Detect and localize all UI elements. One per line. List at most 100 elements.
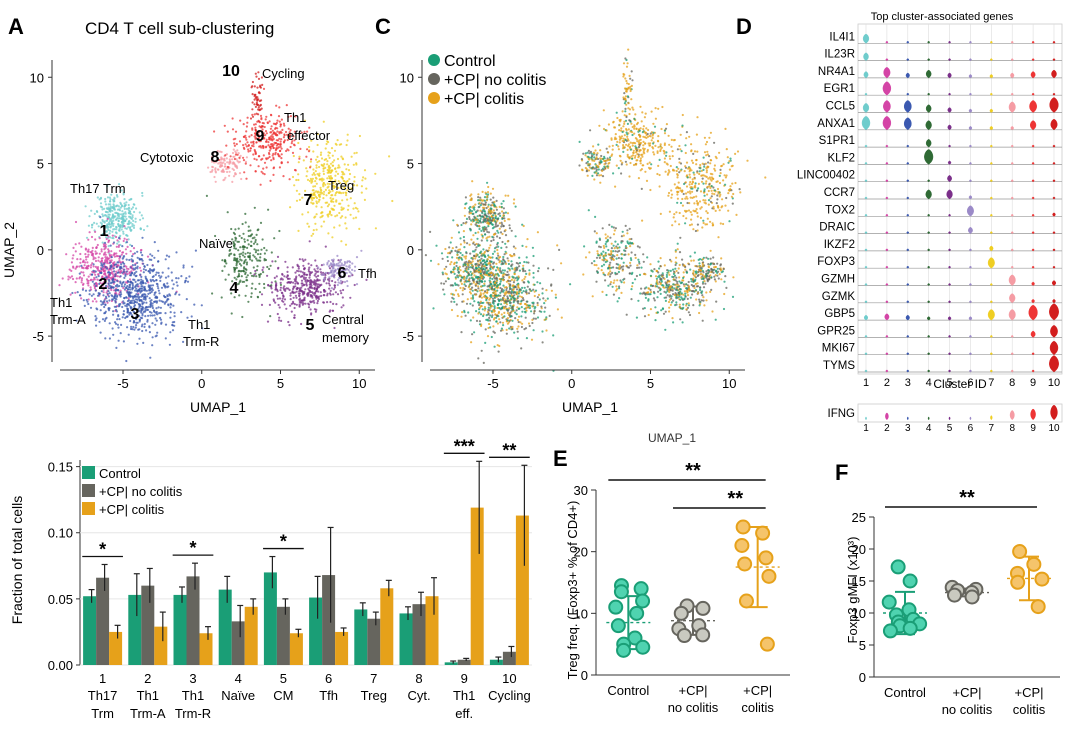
umap-cell-dot <box>145 279 149 282</box>
umap-cell-dot <box>478 289 481 292</box>
umap-cell-dot <box>339 282 342 285</box>
umap-cell-dot <box>233 142 236 145</box>
umap-cell-dot <box>263 252 266 255</box>
umap-cell-dot <box>463 255 466 258</box>
umap-cell-dot <box>320 215 323 218</box>
umap-cell-dot <box>506 319 509 322</box>
umap-cell-dot <box>86 267 89 270</box>
umap-cell-dot <box>495 246 498 249</box>
umap-cell-dot <box>469 302 472 305</box>
umap-cell-dot <box>317 200 320 203</box>
umap-cell-dot <box>456 274 459 277</box>
umap-cell-dot <box>593 260 596 263</box>
umap-cell-dot <box>259 114 263 117</box>
umap-cell-dot <box>118 257 121 260</box>
umap-cell-dot <box>506 309 509 312</box>
umap-cell-dot <box>508 319 511 322</box>
umap-cell-dot <box>675 269 678 273</box>
umap-cell-dot <box>588 251 591 254</box>
umap-cell-dot <box>322 273 325 276</box>
umap-cell-dot <box>456 268 459 271</box>
umap-cell-dot <box>217 162 220 165</box>
umap-cell-dot <box>184 279 187 282</box>
umap-cell-dot <box>279 145 282 148</box>
umap-cell-dot <box>262 134 265 137</box>
umap-cell-dot <box>259 221 263 224</box>
umap-cell-dot <box>110 288 113 292</box>
umap-cell-dot <box>230 312 233 315</box>
umap-cell-dot <box>214 161 217 164</box>
umap-cell-dot <box>139 249 142 252</box>
umap-cell-dot <box>254 269 257 273</box>
umap-cell-dot <box>112 313 115 316</box>
umap-cell-dot <box>329 162 333 165</box>
umap-cell-dot <box>531 301 534 304</box>
umap-cell-dot <box>92 263 95 266</box>
umap-cell-dot <box>240 252 243 255</box>
umap-cell-dot <box>489 263 492 267</box>
umap-cell-dot <box>560 316 563 319</box>
umap-cell-dot <box>508 224 511 227</box>
umap-cell-dot <box>518 307 521 310</box>
umap-cell-dot <box>484 290 487 293</box>
umap-cell-dot <box>112 253 115 257</box>
umap-cell-dot <box>339 259 342 262</box>
umap-cell-dot <box>476 218 479 221</box>
umap-cell-dot <box>507 259 510 262</box>
umap-cell-dot <box>257 131 261 134</box>
umap-cell-dot <box>625 313 628 316</box>
umap-cell-dot <box>129 226 132 229</box>
umap-cell-dot <box>139 227 142 230</box>
umap-cell-dot <box>210 159 214 162</box>
umap-cell-dot <box>513 198 516 201</box>
umap-cell-dot <box>96 210 99 214</box>
umap-cell-dot <box>616 246 619 250</box>
umap-cell-dot <box>629 257 633 260</box>
umap-cell-dot <box>257 133 260 137</box>
umap-cell-dot <box>503 294 506 297</box>
umap-cell-dot <box>355 163 358 166</box>
umap-cell-dot <box>453 300 456 303</box>
umap-cell-dot <box>315 264 318 267</box>
umap-cell-dot <box>263 246 266 250</box>
umap-cell-dot <box>92 256 95 259</box>
umap-cell-dot <box>299 270 302 273</box>
umap-cell-dot <box>147 314 150 317</box>
umap-cell-dot <box>274 153 277 156</box>
umap-cell-dot <box>301 213 304 216</box>
umap-cell-dot <box>103 262 106 265</box>
umap-cell-dot <box>315 158 318 161</box>
umap-cell-dot <box>329 300 332 304</box>
umap-cell-dot <box>157 287 160 290</box>
umap-cell-dot <box>508 286 511 289</box>
umap-cell-dot <box>486 191 490 194</box>
umap-cell-dot <box>75 265 79 268</box>
umap-cell-dot <box>125 252 128 255</box>
umap-cell-dot <box>280 161 283 164</box>
cluster-number-label: 6 <box>338 265 347 282</box>
umap-cell-dot <box>80 281 83 284</box>
umap-cell-dot <box>334 268 337 271</box>
umap-cell-dot <box>269 179 272 182</box>
umap-cell-dot <box>129 319 132 323</box>
umap-cell-dot <box>315 205 318 208</box>
umap-cell-dot <box>516 318 520 322</box>
umap-cell-dot <box>505 328 508 331</box>
umap-cell-dot <box>492 216 495 219</box>
umap-cell-dot <box>444 272 447 275</box>
umap-cell-dot <box>315 164 318 167</box>
umap-cell-dot <box>527 261 530 264</box>
umap-cell-dot <box>118 259 121 262</box>
umap-cell-dot <box>234 173 237 176</box>
umap-cell-dot <box>509 301 512 304</box>
umap-cell-dot <box>547 267 550 270</box>
umap-cell-dot <box>478 202 481 205</box>
umap-cell-dot <box>326 182 329 185</box>
umap-cell-dot <box>342 266 345 269</box>
umap-cell-dot <box>297 267 300 270</box>
umap-cell-dot <box>247 148 250 151</box>
umap-cell-dot <box>234 137 237 140</box>
umap-cell-dot <box>472 205 475 208</box>
umap-cell-dot <box>483 282 486 285</box>
umap-cell-dot <box>495 277 498 280</box>
